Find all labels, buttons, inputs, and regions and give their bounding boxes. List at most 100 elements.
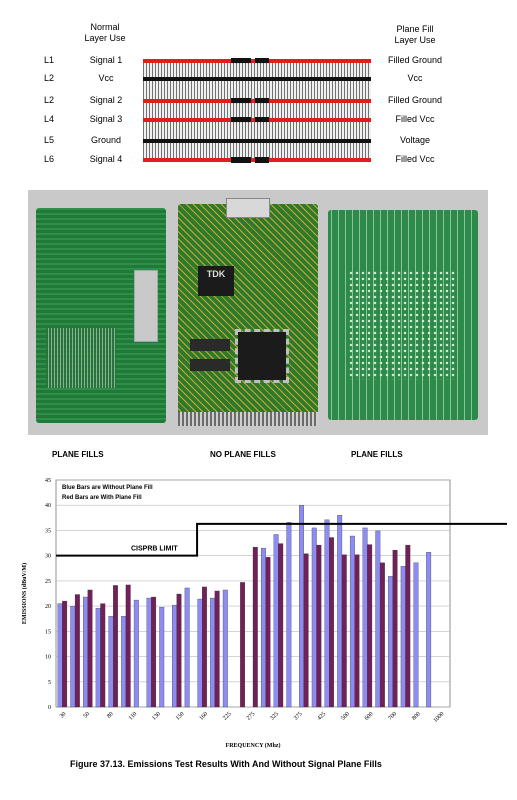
bar	[316, 544, 322, 708]
bar	[113, 585, 118, 708]
photo-label-middle: NO PLANE FILLS	[210, 450, 276, 459]
bar	[349, 535, 355, 708]
bar	[100, 603, 106, 708]
x-tick-label: 150	[175, 711, 186, 722]
bar	[125, 584, 131, 708]
x-tick-label: 225	[222, 711, 233, 722]
bar	[329, 537, 334, 708]
layer-normal-use: Signal 2	[89, 95, 123, 105]
pcb-board-right	[328, 210, 478, 420]
signal-trace	[231, 58, 251, 64]
bar	[74, 594, 80, 708]
x-tick-label: 50	[83, 711, 91, 719]
layer-normal-use: Vcc	[98, 73, 114, 83]
bar	[311, 527, 317, 708]
bar	[83, 596, 88, 708]
pcb-board-left	[36, 208, 166, 423]
y-tick-label: 45	[45, 478, 51, 484]
qfp-chip	[235, 329, 289, 383]
bar	[299, 505, 304, 708]
bar	[133, 599, 139, 708]
y-tick-label: 30	[45, 554, 51, 560]
signal-trace	[255, 98, 269, 104]
bar	[375, 530, 381, 708]
layer-id: L2	[44, 95, 55, 105]
bar	[172, 604, 177, 708]
bar	[426, 551, 432, 708]
bar	[278, 543, 284, 708]
copper-layer	[143, 139, 371, 143]
bar	[413, 562, 419, 708]
bar	[62, 600, 68, 708]
bar	[367, 544, 373, 708]
bar	[184, 587, 190, 708]
x-tick-label: 80	[106, 711, 114, 719]
dielectric-layer	[143, 103, 371, 118]
bar	[392, 549, 398, 708]
bar	[388, 576, 393, 708]
dielectric-layer	[143, 81, 371, 99]
normal-layer-use-header: Normal Layer Use	[84, 22, 126, 43]
copper-layer	[143, 77, 371, 81]
x-axis-label: FREQUENCY (Mhz)	[226, 742, 281, 749]
pcb-photo: TDK	[28, 190, 488, 435]
bar	[159, 606, 165, 708]
photo-label-left: PLANE FILLS	[52, 450, 104, 459]
layer-normal-use: Signal 3	[89, 114, 123, 124]
pcb-board-middle: TDK	[178, 198, 318, 426]
bar	[286, 522, 292, 708]
layer-id: L6	[44, 154, 55, 164]
bar	[303, 553, 309, 708]
x-tick-label: 500	[340, 711, 351, 722]
x-tick-label: 130	[151, 711, 162, 722]
bar	[240, 582, 246, 708]
bar	[265, 557, 271, 708]
legend-entry: Red Bars are With Plane Fill	[62, 495, 142, 501]
bar	[362, 527, 368, 708]
x-tick-label: 700	[388, 711, 399, 722]
bar	[379, 562, 385, 708]
signal-trace	[231, 98, 251, 104]
y-tick-label: 35	[45, 528, 51, 534]
legend-entry: Blue Bars are Without Plane Fill	[62, 485, 153, 491]
figure-caption: Figure 37.13. Emissions Test Results Wit…	[70, 759, 382, 769]
layer-normal-use: Ground	[90, 135, 122, 145]
y-tick-label: 25	[45, 579, 51, 585]
bar	[70, 605, 76, 708]
photo-label-right: PLANE FILLS	[351, 450, 403, 459]
bar	[202, 586, 207, 708]
signal-trace	[255, 157, 269, 163]
layer-normal-use: Signal 4	[89, 154, 123, 164]
x-tick-label: 1000	[433, 711, 446, 724]
plane-fill-layer-use-header: Plane Fill Layer Use	[394, 24, 436, 45]
y-tick-label: 20	[45, 604, 51, 610]
signal-trace	[255, 117, 269, 123]
tdk-chip-label: TDK	[206, 269, 226, 279]
signal-trace	[231, 157, 251, 163]
bar	[405, 544, 411, 708]
layer-id: L4	[44, 114, 55, 124]
x-tick-label: 800	[411, 711, 422, 722]
emissions-chart: 0 5 10 15 20 25 30 35 40 45 30 50 80 110 130 150 160 225 2…	[21, 478, 507, 749]
y-tick-label: 0	[48, 705, 51, 711]
dielectric-layer	[143, 122, 371, 139]
y-tick-label: 40	[45, 503, 51, 509]
bar	[57, 603, 63, 708]
bar	[354, 554, 360, 708]
bar	[121, 616, 127, 708]
layer-id: L5	[44, 135, 55, 145]
layer-id: L2	[44, 73, 55, 83]
layer-fill-use: Filled Vcc	[395, 114, 435, 124]
y-tick-label: 10	[45, 655, 51, 661]
x-tick-label: 160	[199, 711, 210, 722]
bar	[176, 593, 182, 708]
x-tick-label: 325	[269, 711, 280, 722]
bar	[146, 597, 152, 708]
layer-fill-use: Voltage	[399, 135, 431, 145]
bar	[87, 589, 93, 708]
layer-normal-use: Signal 1	[89, 55, 123, 65]
bar	[210, 597, 216, 708]
bar	[337, 515, 343, 708]
bar	[400, 566, 406, 708]
layer-id: L1	[44, 55, 55, 65]
